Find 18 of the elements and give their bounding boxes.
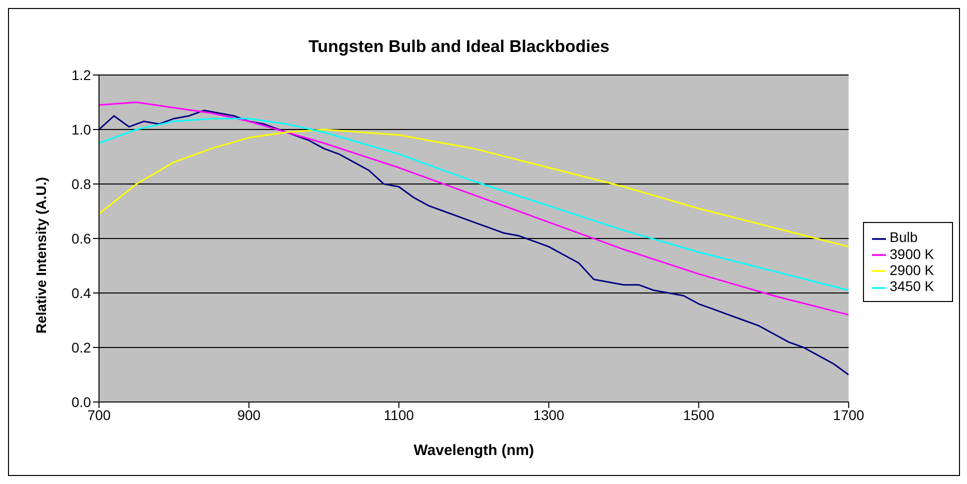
x-tick-label: 1700 <box>833 406 864 423</box>
y-tick-label: 0.6 <box>72 230 92 246</box>
legend-label: Bulb <box>890 229 918 246</box>
y-tick-label: 1.0 <box>72 121 92 138</box>
x-tick-label: 1300 <box>533 406 565 423</box>
x-tick-label: 1100 <box>384 406 414 423</box>
x-tick-label: 900 <box>237 406 261 423</box>
legend-label: 3900 K <box>890 246 934 262</box>
y-axis-title: Relative Intensity (A.U.) <box>32 177 49 334</box>
y-tick-label: 0.4 <box>72 284 92 301</box>
chart-title: Tungsten Bulb and Ideal Blackbodies <box>307 36 610 57</box>
y-tick-label: 0.8 <box>72 176 92 192</box>
legend-label: 3450 K <box>890 278 934 294</box>
legend-label: 2900 K <box>890 262 934 278</box>
x-tick-label: 1500 <box>683 406 714 423</box>
y-tick-label: 0.2 <box>72 339 92 356</box>
x-axis-title: Wavelength (nm) <box>414 442 534 459</box>
y-tick-label: 1.2 <box>72 66 92 83</box>
